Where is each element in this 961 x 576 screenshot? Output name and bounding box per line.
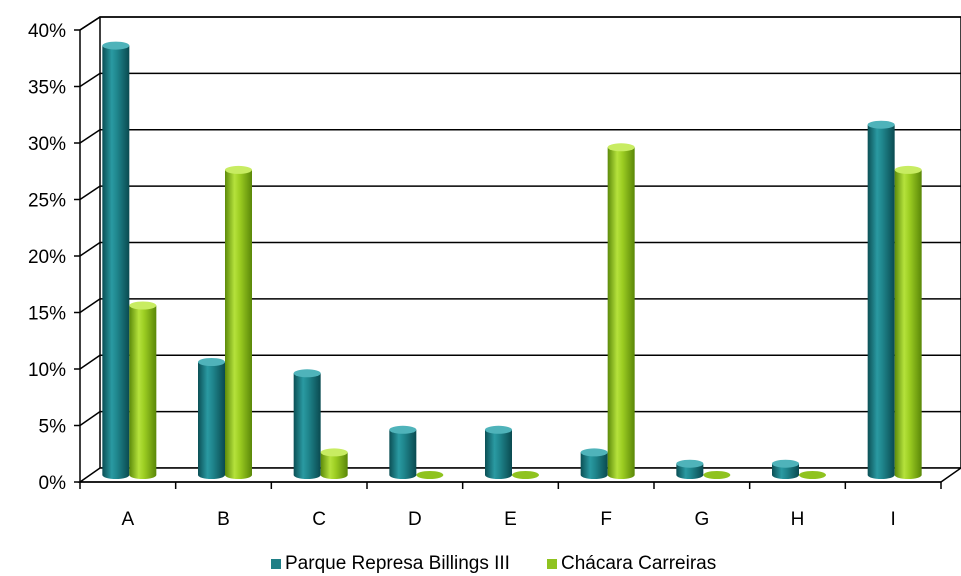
gridline-side — [79, 16, 101, 31]
bar-D-carreiras — [416, 471, 444, 479]
y-axis-ticks: 0% 5% 10% 15% 20% 25% 30% 35% 40% — [28, 21, 80, 494]
legend-label-carreiras: Chácara Carreiras — [561, 553, 716, 574]
x-axis-ticks: A B C D E F G H I — [79, 482, 942, 530]
x-tick-label: H — [791, 509, 805, 530]
y-tick-label: 5% — [39, 417, 67, 438]
x-tick-label: F — [600, 509, 612, 530]
x-tick-label: C — [312, 509, 326, 530]
bar-G-carreiras — [703, 471, 731, 479]
x-tick-label: I — [891, 509, 896, 530]
gridline-side — [79, 72, 101, 88]
bar-A-carreiras — [129, 301, 157, 479]
bar-B-billings — [198, 358, 225, 479]
bar-I-carreiras — [894, 165, 922, 479]
x-tick-label: D — [408, 509, 422, 530]
y-tick-label: 10% — [28, 360, 66, 381]
gridline-side — [79, 129, 101, 144]
x-tick-label: G — [694, 509, 709, 530]
bar-D-billings — [389, 425, 417, 479]
y-tick-label: 20% — [28, 247, 66, 268]
bar-E-billings — [485, 425, 512, 479]
y-tick-label: 15% — [28, 304, 66, 325]
gridline-side — [79, 354, 101, 370]
legend-swatch-billings — [271, 559, 281, 569]
gridline-side — [79, 185, 101, 201]
gridline-side — [79, 411, 101, 427]
bar-A-billings — [102, 41, 130, 479]
x-tick-label: E — [504, 509, 517, 530]
bar-E-carreiras — [512, 471, 539, 479]
bar-F-carreiras — [607, 143, 635, 480]
bar-C-billings — [293, 369, 321, 479]
legend-swatch-carreiras — [547, 559, 557, 569]
gridline-side — [79, 241, 101, 257]
y-tick-label: 30% — [28, 134, 66, 155]
y-tick-label: 25% — [28, 191, 66, 212]
gridline-side — [79, 298, 101, 314]
x-tick-label: B — [217, 509, 230, 530]
bars — [102, 41, 922, 480]
x-tick-label: A — [121, 509, 134, 530]
y-tick-label: 40% — [28, 21, 66, 42]
bar-G-billings — [676, 459, 704, 479]
bar-B-carreiras — [225, 165, 252, 479]
bar-C-carreiras — [320, 448, 348, 479]
legend-label-billings: Parque Represa Billings III — [285, 553, 510, 574]
legend: Parque Represa Billings III Chácara Carr… — [271, 553, 716, 574]
y-tick-label: 0% — [39, 473, 67, 494]
bar-H-billings — [772, 459, 799, 479]
bar-I-billings — [867, 120, 895, 479]
bar-F-billings — [580, 448, 608, 479]
bar-H-carreiras — [799, 471, 826, 479]
y-tick-label: 35% — [28, 78, 66, 99]
